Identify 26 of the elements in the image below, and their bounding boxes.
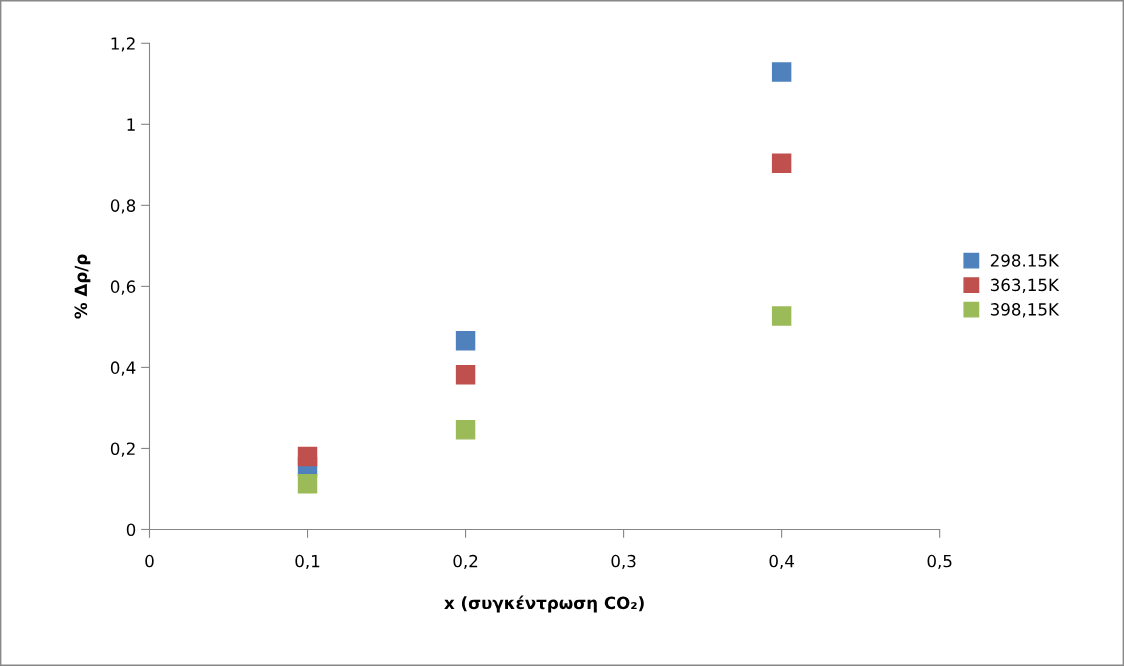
y-tick-label: 0,4 — [110, 361, 136, 376]
legend-label: 298.15K — [990, 254, 1060, 267]
y-tick-label: 0 — [126, 523, 136, 537]
y-tick-label: 0,6 — [110, 280, 136, 295]
point — [455, 330, 476, 351]
point — [455, 420, 476, 440]
y-tick-label: 0,8 — [110, 199, 136, 214]
y-axis-title: % Δρ/ρ — [74, 254, 91, 319]
x-axis-title: x (συγκέντρωση CO₂) — [444, 595, 644, 613]
x-tick-label: 0,1 — [295, 554, 320, 570]
y-tick-label: 1 — [127, 118, 135, 131]
legend-label: 398,15K — [990, 303, 1060, 318]
x-tick-label: 0,5 — [927, 554, 952, 570]
point — [771, 306, 792, 326]
x-tick-label: 0,2 — [453, 554, 478, 570]
legend-label: 363,15K — [990, 278, 1060, 293]
point — [455, 364, 476, 385]
point — [297, 473, 318, 494]
x-tick-label: 0,3 — [611, 554, 636, 570]
x-tick-label: 0 — [145, 554, 154, 568]
y-tick-label: 0,2 — [110, 442, 135, 457]
y-tick-label: 1,2 — [111, 37, 135, 52]
x-tick-label: 0,4 — [769, 554, 794, 570]
point — [771, 62, 792, 82]
point — [297, 446, 318, 467]
point — [771, 153, 792, 173]
